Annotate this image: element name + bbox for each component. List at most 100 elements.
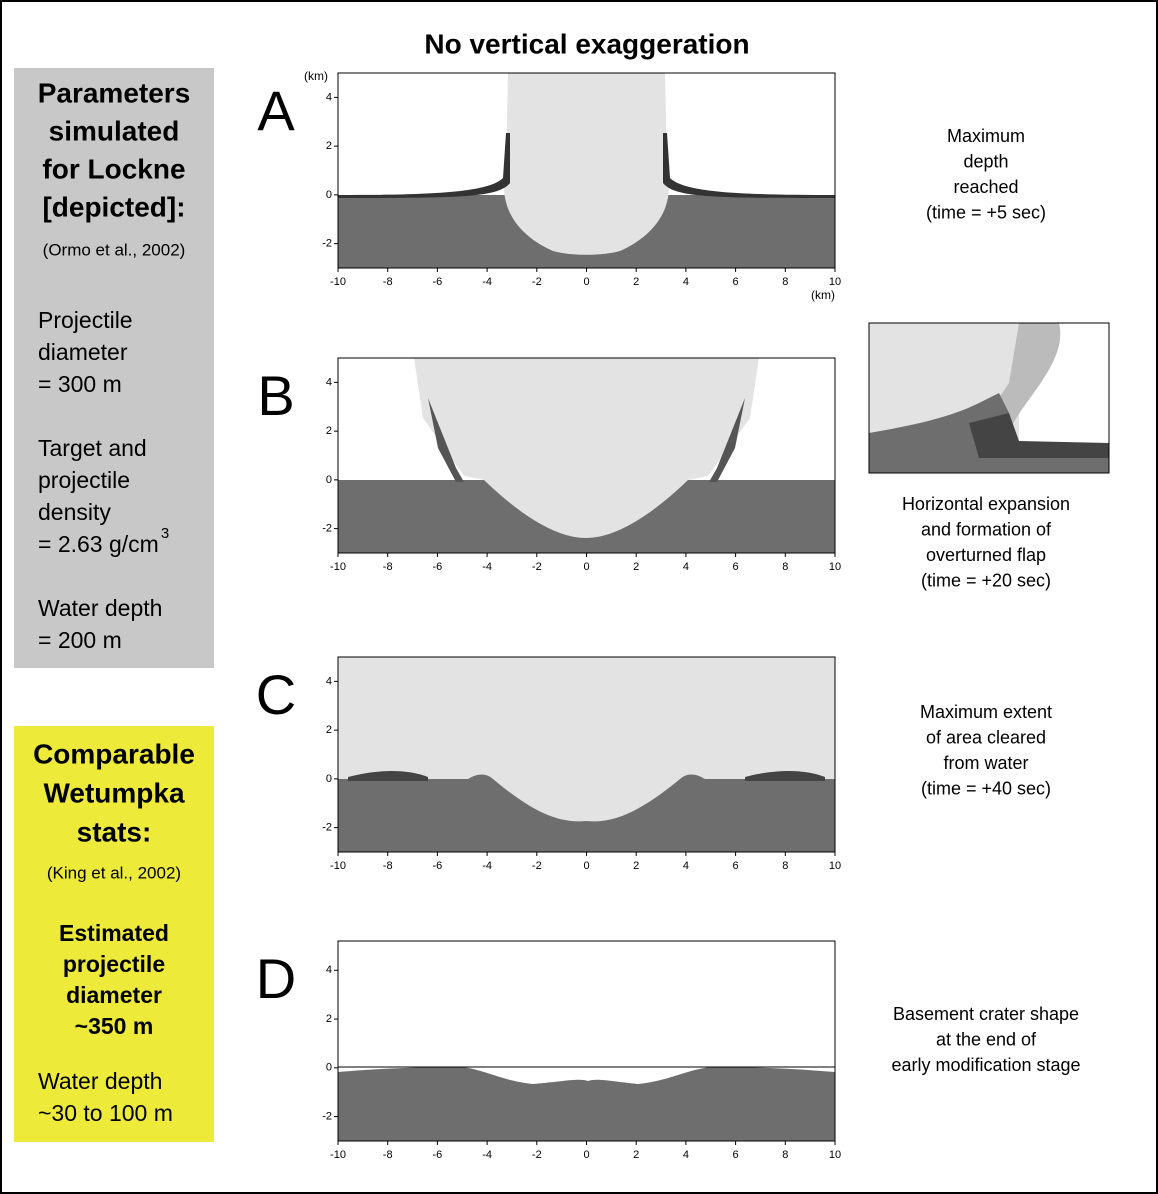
x-tick-label: 6 (733, 860, 739, 872)
wetumpka-heading: Comparable (33, 738, 195, 769)
x-tick-label: -2 (532, 276, 542, 288)
y-tick-label: 2 (326, 425, 332, 437)
panel-caption: and formation of (921, 519, 1052, 539)
wetumpka-estimate: Estimated (59, 920, 169, 946)
y-tick-label: -2 (322, 822, 332, 834)
x-tick-label: 2 (633, 860, 639, 872)
x-tick-label: 2 (633, 561, 639, 573)
panel-caption: of area cleared (926, 727, 1046, 747)
x-tick-label: 4 (683, 1149, 689, 1161)
x-tick-label: -8 (383, 276, 393, 288)
x-tick-label: 10 (829, 860, 841, 872)
x-tick-label: 0 (583, 1149, 589, 1161)
panel-letter: D (256, 947, 296, 1010)
wetumpka-heading: stats: (77, 816, 152, 847)
x-tick-label: -10 (330, 276, 346, 288)
x-tick-label: 6 (733, 561, 739, 573)
y-unit: (km) (304, 69, 328, 83)
wetumpka-heading: Wetumpka (43, 777, 184, 808)
x-tick-label: 8 (782, 860, 788, 872)
y-tick-label: 0 (326, 189, 332, 201)
parameter-line: diameter (38, 339, 128, 365)
x-tick-label: 8 (782, 1149, 788, 1161)
panel-letter: B (257, 364, 294, 427)
parameter-line: projectile (38, 467, 130, 493)
x-tick-label: 6 (733, 1149, 739, 1161)
x-tick-label: 0 (583, 860, 589, 872)
wetumpka-source: (King et al., 2002) (47, 863, 181, 882)
wetumpka-water: Water depth (38, 1068, 162, 1094)
x-tick-label: 8 (782, 561, 788, 573)
x-tick-label: -6 (433, 276, 443, 288)
parameters-heading: simulated (49, 115, 180, 146)
x-tick-label: 0 (583, 276, 589, 288)
simulation-c (338, 657, 835, 852)
panel-letter: A (257, 79, 295, 142)
panel-caption: Basement crater shape (893, 1004, 1079, 1024)
y-tick-label: 4 (326, 675, 332, 687)
x-tick-label: -2 (532, 860, 542, 872)
panel-caption: from water (943, 753, 1028, 773)
panel-caption: Horizontal expansion (902, 494, 1070, 514)
panel-caption: at the end of (936, 1029, 1037, 1049)
panel-letter: C (256, 663, 296, 726)
superscript: 3 (161, 525, 169, 542)
x-tick-label: -2 (532, 561, 542, 573)
y-tick-label: 2 (326, 140, 332, 152)
panel-caption: reached (953, 177, 1018, 197)
parameter-line: Water depth (38, 595, 162, 621)
x-tick-label: 6 (733, 276, 739, 288)
y-tick-label: 4 (326, 376, 332, 388)
x-tick-label: -4 (482, 860, 492, 872)
parameter-line: = 300 m (38, 371, 122, 397)
x-tick-label: 4 (683, 860, 689, 872)
parameter-line: = 200 m (38, 627, 122, 653)
x-tick-label: -6 (433, 860, 443, 872)
y-tick-label: -2 (322, 523, 332, 535)
panel-caption: overturned flap (926, 545, 1046, 565)
parameter-line: Target and (38, 435, 147, 461)
x-tick-label: -6 (433, 1149, 443, 1161)
panel-caption: Maximum extent (920, 702, 1052, 722)
x-tick-label: -4 (482, 1149, 492, 1161)
parameters-heading: Parameters (38, 77, 191, 108)
y-tick-label: -2 (322, 1111, 332, 1123)
x-tick-label: -8 (383, 860, 393, 872)
x-tick-label: 2 (633, 276, 639, 288)
x-tick-label: -10 (330, 1149, 346, 1161)
x-tick-label: 10 (829, 561, 841, 573)
y-tick-label: 2 (326, 724, 332, 736)
panel-caption: (time = +20 sec) (921, 570, 1051, 590)
wetumpka-water: ~30 to 100 m (38, 1100, 173, 1126)
x-tick-label: -8 (383, 1149, 393, 1161)
parameters-source: (Ormo et al., 2002) (43, 240, 186, 259)
parameter-line: density (38, 499, 111, 525)
x-tick-label: -4 (482, 561, 492, 573)
parameters-heading: for Lockne (42, 153, 185, 184)
panel-caption: (time = +40 sec) (921, 778, 1051, 798)
wetumpka-estimate: projectile (63, 951, 165, 977)
x-tick-label: -4 (482, 276, 492, 288)
inset-b (869, 323, 1109, 473)
panel-caption: (time = +5 sec) (926, 202, 1046, 222)
y-tick-label: 4 (326, 964, 332, 976)
wetumpka-estimate: ~350 m (75, 1013, 154, 1039)
x-tick-label: -10 (330, 860, 346, 872)
y-tick-label: 0 (326, 773, 332, 785)
title: No vertical exaggeration (424, 28, 749, 59)
wetumpka-estimate: diameter (66, 982, 162, 1008)
y-tick-label: 0 (326, 1062, 332, 1074)
figure: No vertical exaggeration Parameters simula… (0, 0, 1158, 1194)
x-tick-label: -8 (383, 561, 393, 573)
x-tick-label: 2 (633, 1149, 639, 1161)
x-unit: (km) (811, 288, 835, 302)
x-tick-label: 4 (683, 561, 689, 573)
simulation-b (338, 358, 835, 553)
y-tick-label: -2 (322, 238, 332, 250)
simulation-d (338, 941, 835, 1141)
simulation-a (338, 73, 835, 268)
y-tick-label: 2 (326, 1013, 332, 1025)
x-tick-label: 8 (782, 276, 788, 288)
y-tick-label: 4 (326, 91, 332, 103)
panel-caption: Maximum (947, 126, 1025, 146)
